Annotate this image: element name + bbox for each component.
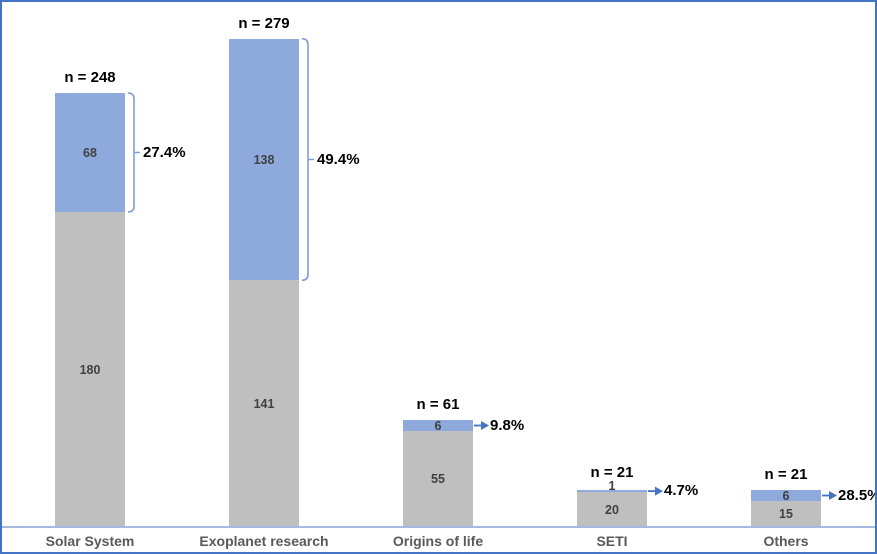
bar-segment-lower-exoplanet-research (229, 280, 299, 527)
segment-value-lower-solar-system: 180 (79, 362, 101, 377)
segment-value-upper-exoplanet-research: 138 (253, 152, 275, 167)
segment-value-lower-seti: 20 (605, 502, 619, 517)
segment-value-upper-others: 6 (782, 488, 790, 503)
x-axis-label-others: Others (763, 533, 809, 549)
bar-segment-upper-others (751, 490, 821, 501)
percent-label-seti: 4.7% (664, 482, 699, 500)
bar-segment-lower-origins-of-life (403, 430, 473, 527)
segment-value-upper-seti: 1 (608, 479, 616, 494)
percent-label-origins-of-life: 9.8% (490, 416, 525, 434)
segment-value-lower-origins-of-life: 55 (431, 471, 445, 486)
bar-segment-upper-seti (577, 490, 647, 492)
total-count-label-origins-of-life: n = 61 (416, 396, 460, 414)
total-count-label-others: n = 21 (764, 466, 808, 484)
total-count-label-exoplanet-research: n = 279 (238, 14, 290, 32)
bar-segment-upper-origins-of-life (403, 420, 473, 431)
bar-segment-lower-seti (577, 492, 647, 527)
percent-label-others: 28.5% (838, 486, 877, 504)
x-axis-label-solar-system: Solar System (45, 533, 135, 549)
bar-segment-lower-others (751, 500, 821, 527)
segment-value-lower-exoplanet-research: 141 (253, 396, 275, 411)
bar-segment-lower-solar-system (55, 212, 125, 527)
bar-segment-upper-solar-system (55, 93, 125, 212)
x-axis-label-origins-of-life: Origins of life (392, 533, 484, 549)
segment-value-upper-solar-system: 68 (83, 145, 97, 160)
total-count-label-seti: n = 21 (590, 464, 634, 482)
x-axis-label-seti: SETI (596, 533, 628, 549)
x-axis-label-exoplanet-research: Exoplanet research (199, 533, 329, 549)
percent-label-exoplanet-research: 49.4% (317, 150, 360, 168)
x-axis-line (2, 526, 875, 528)
bar-segment-upper-exoplanet-research (229, 38, 299, 281)
segment-value-upper-origins-of-life: 6 (434, 418, 442, 433)
percent-label-solar-system: 27.4% (143, 143, 186, 161)
total-count-label-solar-system: n = 248 (64, 69, 116, 86)
segment-value-lower-others: 15 (779, 506, 793, 521)
